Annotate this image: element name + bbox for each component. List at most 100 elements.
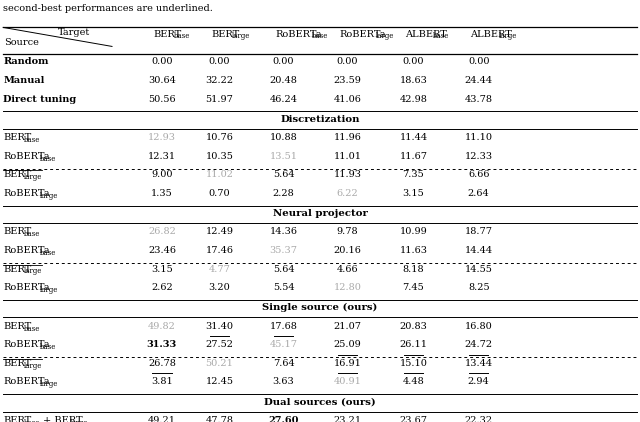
Text: BERT: BERT xyxy=(3,359,31,368)
Text: 1.35: 1.35 xyxy=(151,189,173,198)
Text: 0.00: 0.00 xyxy=(468,57,490,66)
Text: 7.35: 7.35 xyxy=(403,170,424,179)
Text: 0.00: 0.00 xyxy=(403,57,424,66)
Text: 18.77: 18.77 xyxy=(465,227,493,236)
Text: 13.51: 13.51 xyxy=(269,151,298,161)
Text: RoBERTa: RoBERTa xyxy=(339,30,386,38)
Text: 24.72: 24.72 xyxy=(465,340,493,349)
Text: 16.91: 16.91 xyxy=(333,359,362,368)
Text: RoBERTa: RoBERTa xyxy=(3,246,50,255)
Text: 0.00: 0.00 xyxy=(273,57,294,66)
Text: 40.91: 40.91 xyxy=(333,377,362,387)
Text: BERT: BERT xyxy=(3,170,31,179)
Text: 27.52: 27.52 xyxy=(205,340,234,349)
Text: 2.94: 2.94 xyxy=(468,377,490,387)
Text: 11.44: 11.44 xyxy=(399,133,428,142)
Text: 3.15: 3.15 xyxy=(403,189,424,198)
Text: 16.80: 16.80 xyxy=(465,322,493,331)
Text: 32.22: 32.22 xyxy=(205,76,234,85)
Text: 4.77: 4.77 xyxy=(209,265,230,273)
Text: Neural projector: Neural projector xyxy=(273,209,367,218)
Text: 9.78: 9.78 xyxy=(337,227,358,236)
Text: base: base xyxy=(40,343,57,351)
Text: base: base xyxy=(40,249,57,257)
Text: 47.78: 47.78 xyxy=(205,416,234,422)
Text: 11.63: 11.63 xyxy=(399,246,428,255)
Text: 5.64: 5.64 xyxy=(273,265,294,273)
Text: BERT: BERT xyxy=(3,416,31,422)
Text: Dual sources (ours): Dual sources (ours) xyxy=(264,398,376,407)
Text: 9.00: 9.00 xyxy=(151,170,173,179)
Text: 5.64: 5.64 xyxy=(273,170,294,179)
Text: large: large xyxy=(24,173,42,181)
Text: Target: Target xyxy=(58,28,90,37)
Text: Discretization: Discretization xyxy=(280,115,360,124)
Text: 31.40: 31.40 xyxy=(205,322,234,331)
Text: 11.96: 11.96 xyxy=(333,133,362,142)
Text: 43.78: 43.78 xyxy=(465,95,493,103)
Text: BERT: BERT xyxy=(3,133,31,142)
Text: RoBERTa: RoBERTa xyxy=(275,30,322,38)
Text: 12.93: 12.93 xyxy=(148,133,176,142)
Text: 23.67: 23.67 xyxy=(399,416,428,422)
Text: 4.66: 4.66 xyxy=(337,265,358,273)
Text: 5.54: 5.54 xyxy=(273,283,294,292)
Text: 10.99: 10.99 xyxy=(399,227,428,236)
Text: 20.48: 20.48 xyxy=(269,76,298,85)
Text: 20.16: 20.16 xyxy=(333,246,362,255)
Text: 11.01: 11.01 xyxy=(333,151,362,161)
Text: 26.78: 26.78 xyxy=(148,359,176,368)
Text: 31.33: 31.33 xyxy=(147,340,177,349)
Text: 18.63: 18.63 xyxy=(399,76,428,85)
Text: 2.28: 2.28 xyxy=(273,189,294,198)
Text: 14.44: 14.44 xyxy=(465,246,493,255)
Text: 12.80: 12.80 xyxy=(333,283,362,292)
Text: base: base xyxy=(24,136,40,144)
Text: base: base xyxy=(24,419,40,422)
Text: 26.82: 26.82 xyxy=(148,227,176,236)
Text: 3.63: 3.63 xyxy=(273,377,294,387)
Text: 41.06: 41.06 xyxy=(333,95,362,103)
Text: 27.60: 27.60 xyxy=(268,416,299,422)
Text: base: base xyxy=(433,32,450,41)
Text: 26.11: 26.11 xyxy=(399,340,428,349)
Text: ALBERT: ALBERT xyxy=(470,30,512,38)
Text: 7.45: 7.45 xyxy=(403,283,424,292)
Text: 49.21: 49.21 xyxy=(148,416,176,422)
Text: base: base xyxy=(40,154,57,162)
Text: 11.93: 11.93 xyxy=(333,170,362,179)
Text: BERT: BERT xyxy=(154,30,182,38)
Text: 0.70: 0.70 xyxy=(209,189,230,198)
Text: ALBERT: ALBERT xyxy=(405,30,447,38)
Text: 8.18: 8.18 xyxy=(403,265,424,273)
Text: 14.55: 14.55 xyxy=(465,265,493,273)
Text: 0.00: 0.00 xyxy=(151,57,173,66)
Text: 7.64: 7.64 xyxy=(273,359,294,368)
Text: 21.07: 21.07 xyxy=(333,322,362,331)
Text: 20.83: 20.83 xyxy=(399,322,428,331)
Text: 45.17: 45.17 xyxy=(269,340,298,349)
Text: 30.64: 30.64 xyxy=(148,76,176,85)
Text: 22.32: 22.32 xyxy=(465,416,493,422)
Text: 15.10: 15.10 xyxy=(399,359,428,368)
Text: RoBERTa: RoBERTa xyxy=(3,151,50,161)
Text: 3.81: 3.81 xyxy=(151,377,173,387)
Text: 12.33: 12.33 xyxy=(465,151,493,161)
Text: 3.15: 3.15 xyxy=(151,265,173,273)
Text: RoBERTa: RoBERTa xyxy=(3,340,50,349)
Text: 11.10: 11.10 xyxy=(465,133,493,142)
Text: 6.22: 6.22 xyxy=(337,189,358,198)
Text: large: large xyxy=(40,380,59,388)
Text: 23.59: 23.59 xyxy=(333,76,362,85)
Text: 2.62: 2.62 xyxy=(151,283,173,292)
Text: 13.44: 13.44 xyxy=(465,359,493,368)
Text: 11.02: 11.02 xyxy=(205,170,234,179)
Text: BERT: BERT xyxy=(3,227,31,236)
Text: large: large xyxy=(376,32,395,41)
Text: 17.46: 17.46 xyxy=(205,246,234,255)
Text: large: large xyxy=(40,192,59,200)
Text: BERT: BERT xyxy=(3,265,31,273)
Text: 12.31: 12.31 xyxy=(148,151,176,161)
Text: large: large xyxy=(24,268,42,276)
Text: 23.21: 23.21 xyxy=(333,416,362,422)
